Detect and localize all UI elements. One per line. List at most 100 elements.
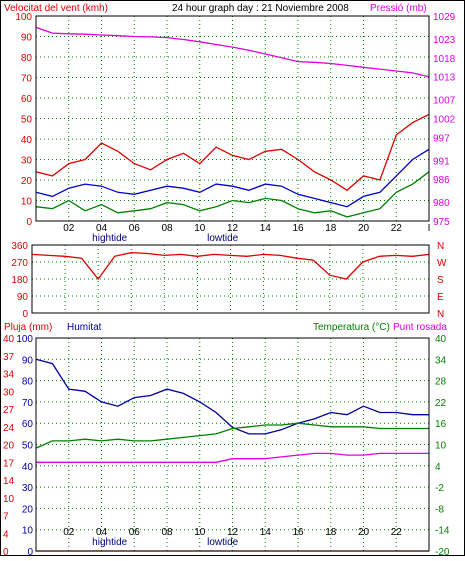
temperature-tick: 10 — [435, 441, 447, 452]
humidity-x-tick: 16 — [292, 527, 304, 538]
rain-tick: 40 — [3, 334, 15, 345]
wind-speed-tick: 40 — [21, 135, 33, 146]
series-humidity — [35, 358, 429, 435]
wind-speed-tick: 30 — [21, 156, 33, 167]
rain-tick: 10 — [3, 494, 15, 505]
series-gust — [35, 113, 430, 192]
humidity-tick: 60 — [22, 419, 34, 430]
wind-x-tick: 12 — [227, 223, 239, 234]
rain-tick: 34 — [3, 370, 15, 381]
pressure-tick: 980 — [433, 198, 450, 209]
wind-dir-tick: 360 — [11, 241, 28, 252]
wind-speed-tick: 70 — [21, 74, 33, 85]
tide-label: lowtide — [207, 537, 239, 548]
temperature-tick: 28 — [435, 377, 447, 388]
series-temperature — [35, 422, 429, 449]
wind-x-tick: 06 — [129, 223, 141, 234]
pressure-tick: 986 — [433, 175, 450, 186]
humidity-x-tick: I — [428, 527, 431, 538]
humidity-tick: 50 — [22, 441, 34, 452]
rain-tick: 20 — [3, 441, 15, 452]
humidity-x-tick: 22 — [391, 527, 403, 538]
wind-x-tick: 02 — [63, 223, 75, 234]
wind-x-tick: 18 — [325, 223, 337, 234]
wind-speed-tick: 90 — [21, 33, 33, 44]
compass-label: E — [437, 292, 444, 303]
humidity-tick: 20 — [22, 504, 34, 515]
wind-x-tick: 08 — [161, 223, 173, 234]
humidity-axis-title: Humitat — [67, 322, 102, 333]
rain-axis-title: Pluja (mm) — [4, 322, 52, 333]
dew-point-axis-title: Punt rosada — [393, 322, 447, 333]
pressure-tick: 997 — [433, 133, 450, 144]
pressure-axis-title: Pressió (mb) — [370, 3, 427, 14]
wind-x-tick: 14 — [260, 223, 272, 234]
temperature-tick: -2 — [435, 483, 444, 494]
rain-tick: 4 — [3, 529, 9, 540]
rain-tick: 24 — [3, 423, 15, 434]
pressure-tick: 1007 — [433, 96, 456, 107]
humidity-tick: 0 — [27, 547, 33, 556]
wind-x-tick: 16 — [292, 223, 304, 234]
direction-panel-frame — [31, 244, 430, 314]
humidity-tick: 90 — [22, 355, 34, 366]
wind-speed-tick: 20 — [21, 176, 33, 187]
graph-date-title: 24 hour graph day : 21 Noviembre 2008 — [172, 3, 349, 14]
temperature-axis-title: Temperatura (°C) — [313, 322, 390, 333]
humidity-x-tick: 20 — [358, 527, 370, 538]
compass-label: N — [437, 241, 444, 252]
pressure-tick: 1002 — [433, 115, 456, 126]
rain-tick: 37 — [3, 352, 15, 363]
humidity-x-tick: 12 — [227, 527, 239, 538]
wind-speed-tick: 80 — [21, 53, 33, 64]
series-pressure — [35, 26, 430, 78]
humidity-x-tick: 14 — [260, 527, 272, 538]
pressure-tick: 1013 — [433, 73, 456, 84]
humidity-x-tick: 18 — [325, 527, 337, 538]
wind-x-tick: 22 — [391, 223, 403, 234]
temperature-tick: 34 — [435, 355, 447, 366]
temperature-tick: -14 — [435, 526, 450, 537]
humidity-tick: 80 — [22, 377, 34, 388]
rain-tick: 30 — [3, 387, 15, 398]
rain-tick: 17 — [3, 458, 15, 469]
tide-label: lowtide — [207, 233, 239, 244]
rain-tick: 7 — [3, 512, 9, 523]
wind-speed-tick: 10 — [21, 197, 33, 208]
wind-dir-tick: 90 — [17, 292, 29, 303]
tide-label: hightide — [92, 537, 127, 548]
compass-label: W — [437, 258, 447, 269]
temperature-tick: 40 — [435, 334, 447, 345]
humidity-tick: 100 — [16, 334, 33, 345]
pressure-tick: 991 — [433, 156, 450, 167]
humidity-x-tick: 04 — [96, 527, 108, 538]
humidity-tick: 30 — [22, 483, 34, 494]
temperature-tick: 4 — [435, 462, 441, 473]
wind-speed-tick: 60 — [21, 94, 33, 105]
temperature-tick: -8 — [435, 504, 444, 515]
humidity-panel-frame — [35, 337, 430, 552]
humidity-x-tick: 06 — [129, 527, 141, 538]
humidity-x-tick: 02 — [63, 527, 75, 538]
tide-label: hightide — [92, 233, 127, 244]
wind-dir-tick: 180 — [11, 275, 28, 286]
series-avg — [35, 148, 430, 208]
humidity-tick: 10 — [22, 526, 34, 537]
wind-x-tick: 20 — [358, 223, 370, 234]
pressure-tick: 975 — [433, 217, 450, 228]
wind-speed-tick: 100 — [15, 12, 32, 23]
series-dew — [36, 452, 429, 463]
wind-dir-tick: 0 — [22, 309, 28, 320]
wind-speed-tick: 50 — [21, 115, 33, 126]
pressure-tick: 1029 — [433, 12, 456, 23]
pressure-tick: 1018 — [433, 54, 456, 65]
wind-x-tick: 10 — [194, 223, 206, 234]
wind-x-tick: 04 — [96, 223, 108, 234]
wind-axis-title: Velocitat del vent (kmh) — [4, 3, 108, 14]
temperature-tick: 16 — [435, 419, 447, 430]
temperature-tick: -20 — [435, 547, 450, 556]
compass-label: S — [437, 275, 444, 286]
